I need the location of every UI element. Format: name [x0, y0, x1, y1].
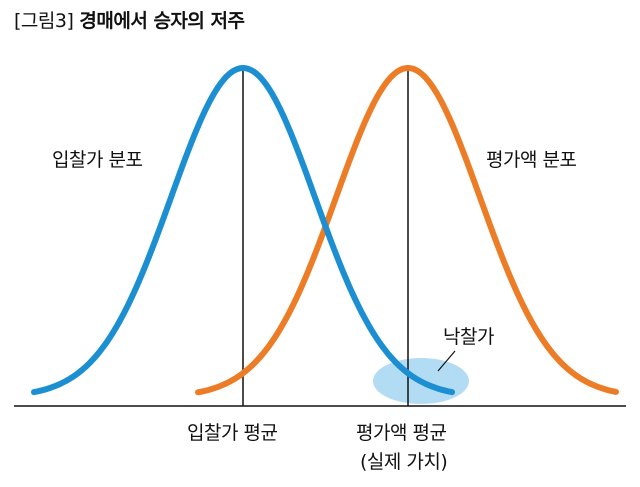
figure-title: [그림3] 경매에서 승자의 저주	[14, 8, 245, 34]
winning-bid-label: 낙찰가	[443, 326, 494, 348]
appraisal-mean-label: 평가액 평균	[356, 422, 447, 444]
winning-bid-pointer	[437, 350, 456, 372]
figure-number: [그림3]	[14, 10, 74, 32]
appraisal-distribution-curve	[195, 64, 619, 396]
figure-title-text: 경매에서 승자의 저주	[79, 10, 245, 32]
bid-distribution-curve	[31, 65, 455, 396]
bid-mean-label: 입찰가 평균	[187, 422, 278, 444]
appraisal-distribution-label: 평가액 분포	[486, 149, 577, 171]
bid-distribution-label: 입찰가 분포	[52, 149, 143, 171]
real-value-label: (실제 가치)	[360, 451, 448, 473]
